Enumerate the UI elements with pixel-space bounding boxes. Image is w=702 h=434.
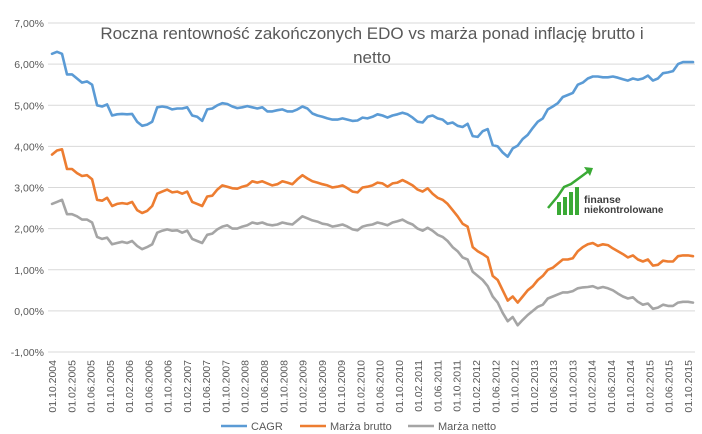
x-tick-label: 01.02.2008 <box>240 360 252 413</box>
x-tick-label: 01.02.2012 <box>471 360 483 413</box>
x-tick-label: 01.10.2010 <box>394 360 406 413</box>
x-tick-label: 01.06.2009 <box>317 360 329 413</box>
logo-text-line-1: finanse <box>584 194 621 206</box>
y-tick-label: 1,00% <box>14 265 44 277</box>
chart-title-line-2: netto <box>353 48 391 67</box>
x-tick-label: 01.10.2011 <box>452 360 464 412</box>
x-tick-label: 01.10.2005 <box>105 360 117 413</box>
chart-title-line-1: Roczna rentowność zakończonych EDO vs ma… <box>100 24 643 43</box>
x-tick-label: 01.06.2015 <box>664 360 676 413</box>
logo-arrow-icon <box>547 169 591 209</box>
series-line-marża-netto <box>50 198 695 327</box>
logo-arrowhead-icon <box>584 167 593 176</box>
y-tick-label: 0,00% <box>14 306 44 318</box>
y-tick-label: 6,00% <box>14 59 44 71</box>
x-tick-label: 01.02.2014 <box>587 360 599 413</box>
x-tick-label: 01.10.2008 <box>278 360 290 413</box>
y-tick-label: 2,00% <box>14 224 44 236</box>
x-tick-label: 01.06.2006 <box>143 360 155 413</box>
logo-text-line-2: niekontrolowane <box>584 205 664 216</box>
logo-bar-4 <box>575 187 579 215</box>
legend: CAGR Marża brutto Marża netto <box>221 421 496 433</box>
x-tick-label: 01.02.2010 <box>355 360 367 413</box>
x-tick-label: 01.10.2007 <box>220 360 232 413</box>
series-lines <box>50 50 695 327</box>
y-axis-ticks: -1,00% 0,00% 1,00% 2,00% 3,00% 4,00% 5,00% 6,00… <box>11 18 44 359</box>
x-tick-label: 01.02.2013 <box>529 360 541 413</box>
x-tick-label: 01.10.2004 <box>47 360 59 413</box>
series-line-marża-brutto <box>50 148 695 304</box>
x-tick-label: 01.06.2013 <box>548 360 560 413</box>
series-line-cagr <box>50 50 695 158</box>
x-tick-label: 01.10.2012 <box>510 360 522 413</box>
x-tick-label: 01.02.2005 <box>66 360 78 413</box>
x-tick-label: 01.06.2008 <box>259 360 271 413</box>
logo-bar-2 <box>563 197 567 215</box>
y-tick-label: 3,00% <box>14 183 44 195</box>
logo-bar-1 <box>557 202 561 215</box>
x-tick-label: 01.10.2014 <box>625 360 637 413</box>
x-tick-label: 01.06.2012 <box>490 360 502 413</box>
y-tick-label: 5,00% <box>14 100 44 112</box>
x-tick-label: 01.02.2011 <box>413 360 425 412</box>
x-tick-label: 01.06.2005 <box>86 360 98 413</box>
x-axis-ticks: 01.10.2004 01.02.2005 01.06.2005 01.10.2005… <box>47 360 695 413</box>
x-tick-label: 01.06.2014 <box>606 360 618 413</box>
x-tick-label: 01.02.2009 <box>298 360 310 413</box>
x-tick-label: 01.02.2006 <box>124 360 136 413</box>
x-tick-label: 01.10.2009 <box>336 360 348 413</box>
x-tick-label: 01.02.2007 <box>182 360 194 413</box>
x-tick-label: 01.06.2010 <box>375 360 387 413</box>
y-tick-label: 7,00% <box>14 18 44 30</box>
x-tick-label: 01.02.2015 <box>644 360 656 413</box>
logo-bar-3 <box>569 192 573 215</box>
x-tick-label: 01.06.2007 <box>201 360 213 413</box>
y-tick-label: 4,00% <box>14 141 44 153</box>
legend-label: CAGR <box>251 421 283 433</box>
brand-logo: finanse niekontrolowane <box>547 167 664 216</box>
x-tick-label: 01.10.2015 <box>683 360 695 413</box>
x-tick-label: 01.10.2006 <box>163 360 175 413</box>
x-tick-label: 01.06.2011 <box>432 360 444 412</box>
legend-label: Marża netto <box>438 421 496 433</box>
y-tick-label: -1,00% <box>11 347 44 359</box>
gridlines <box>48 22 695 353</box>
legend-label: Marża brutto <box>330 421 392 433</box>
x-tick-label: 01.10.2013 <box>567 360 579 413</box>
